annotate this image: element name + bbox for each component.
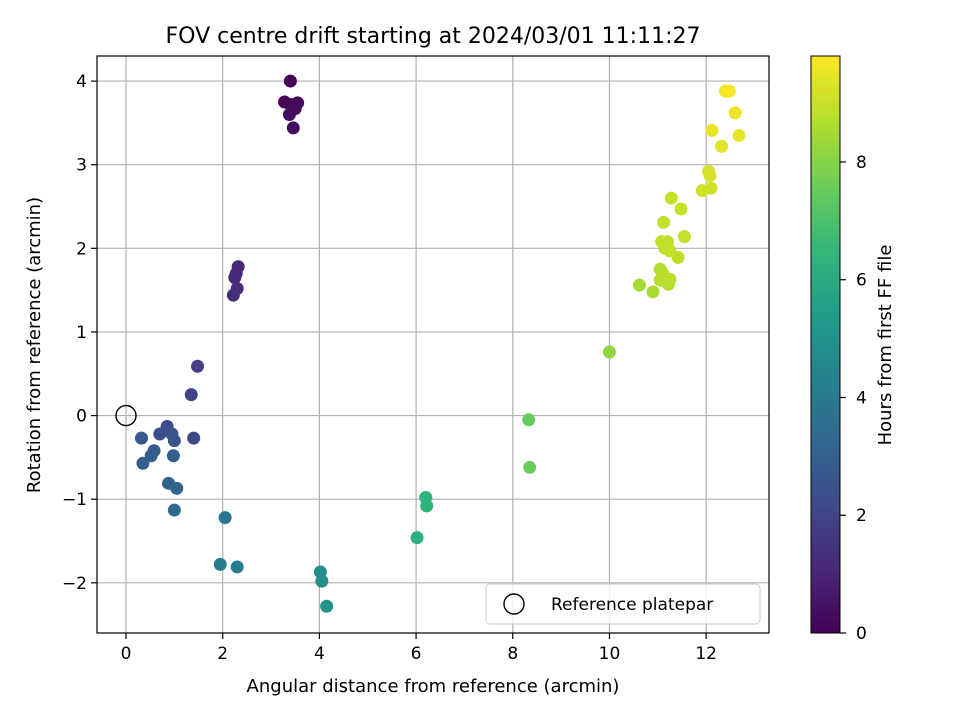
y-tick-label: 1 xyxy=(76,323,87,343)
plot-area-frame xyxy=(96,55,770,634)
data-point xyxy=(166,449,180,463)
data-points xyxy=(134,74,746,613)
data-point xyxy=(722,84,736,98)
y-tick-label: −1 xyxy=(62,490,87,510)
colorbar-ticks: 0 2 4 6 8 xyxy=(840,153,867,644)
colorbar-tick-label: 4 xyxy=(856,388,867,408)
data-point xyxy=(728,106,742,120)
data-point xyxy=(703,169,717,183)
colorbar-label: Hours from first FF file xyxy=(875,245,896,446)
data-point xyxy=(410,531,424,545)
data-point xyxy=(664,191,678,205)
data-point xyxy=(522,413,536,427)
data-point xyxy=(170,481,184,495)
x-tick-label: 6 xyxy=(411,644,422,664)
data-point xyxy=(677,230,691,244)
x-axis-label: Angular distance from reference (arcmin) xyxy=(247,676,620,697)
data-point xyxy=(523,460,537,474)
x-tick-label: 0 xyxy=(121,644,132,664)
data-point xyxy=(167,503,181,517)
data-point xyxy=(663,272,677,286)
data-point xyxy=(657,215,671,229)
grid-lines xyxy=(97,56,769,633)
colorbar-tick-label: 2 xyxy=(856,506,867,526)
data-point xyxy=(153,427,167,441)
y-tick-label: −2 xyxy=(62,574,87,594)
data-point xyxy=(632,278,646,292)
legend-label-reference-platepar: Reference platepar xyxy=(551,595,713,615)
data-point xyxy=(187,431,201,445)
x-tick-label: 8 xyxy=(507,644,518,664)
chart-title: FOV centre drift starting at 2024/03/01 … xyxy=(166,24,701,49)
colorbar-tick-label: 8 xyxy=(856,153,867,173)
y-axis-ticks: −2 −1 0 1 2 3 4 xyxy=(62,72,97,594)
legend-box xyxy=(485,583,761,625)
reference-platepar-marker xyxy=(115,404,137,427)
data-point xyxy=(715,139,729,153)
y-tick-label: 3 xyxy=(76,156,87,176)
data-point xyxy=(705,123,719,137)
data-point xyxy=(191,359,205,373)
y-tick-label: 0 xyxy=(76,407,87,427)
x-tick-label: 4 xyxy=(314,644,325,664)
colorbar-tick-label: 0 xyxy=(856,624,867,644)
data-point xyxy=(218,511,232,525)
data-point xyxy=(674,202,688,216)
data-point xyxy=(226,288,240,302)
data-point xyxy=(420,499,434,513)
data-point xyxy=(704,181,718,195)
y-tick-label: 4 xyxy=(76,72,87,92)
x-axis-ticks: 0 2 4 6 8 10 12 xyxy=(121,633,717,664)
x-tick-label: 2 xyxy=(217,644,228,664)
data-point xyxy=(167,434,181,448)
y-axis-label: Rotation from reference (arcmin) xyxy=(24,197,45,493)
colorbar xyxy=(810,55,841,634)
data-point xyxy=(732,128,746,142)
data-point xyxy=(282,108,296,122)
data-point xyxy=(230,560,244,574)
data-point xyxy=(184,388,198,402)
data-point xyxy=(602,345,616,359)
data-point xyxy=(646,285,660,299)
data-point xyxy=(228,271,242,285)
data-point xyxy=(213,557,227,571)
data-point xyxy=(286,121,300,135)
x-tick-label: 12 xyxy=(695,644,717,664)
data-point xyxy=(320,599,334,613)
x-tick-label: 10 xyxy=(599,644,621,664)
data-point xyxy=(136,456,150,470)
reference-marker-group xyxy=(115,404,137,427)
data-point xyxy=(283,74,297,88)
data-point xyxy=(671,251,685,265)
data-point xyxy=(315,574,329,588)
legend-reference-marker xyxy=(503,593,525,615)
y-tick-label: 2 xyxy=(76,239,87,259)
colorbar-tick-label: 6 xyxy=(856,271,867,291)
legend: Reference platepar xyxy=(485,583,761,625)
data-point xyxy=(134,431,148,445)
data-point xyxy=(144,449,158,463)
